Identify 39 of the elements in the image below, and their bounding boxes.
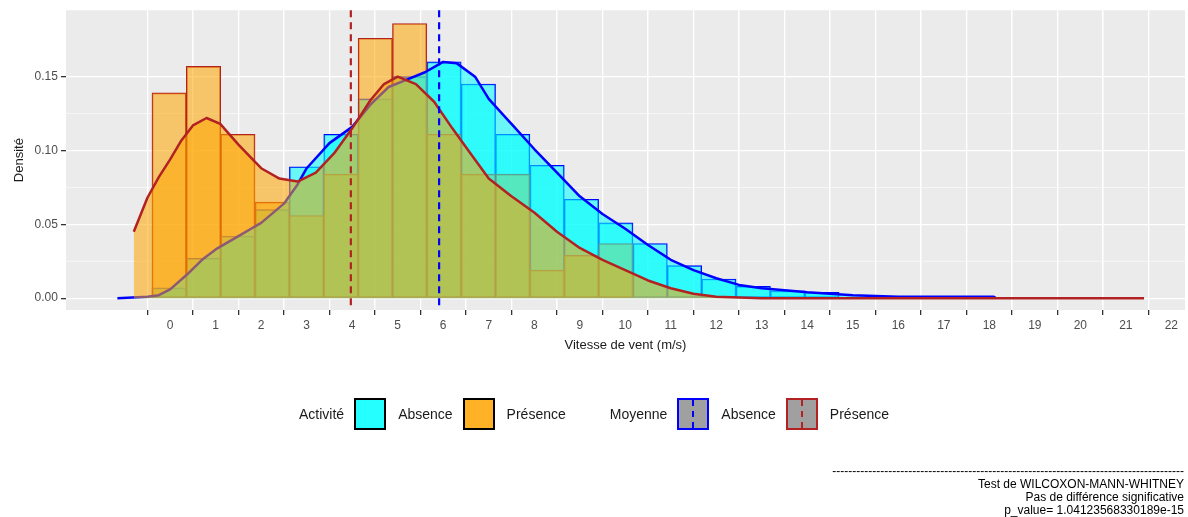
legend-title: Activité bbox=[299, 406, 345, 422]
text: p_value= 1.04123568330189e-15 bbox=[1003, 503, 1184, 517]
x-tick-label: 18 bbox=[982, 317, 997, 332]
text: Pas de différence significative bbox=[1024, 490, 1184, 504]
x-axis-title: Vitesse de vent (m/s) bbox=[564, 336, 687, 352]
x-tick-label: 3 bbox=[303, 317, 311, 332]
y-tick-label: 0.00 bbox=[34, 290, 59, 305]
legend-label: Présence bbox=[829, 406, 889, 422]
x-tick-label: 2 bbox=[257, 317, 265, 332]
x-tick-label: 9 bbox=[576, 317, 584, 332]
y-tick-label: 0.10 bbox=[34, 142, 59, 157]
text: ---------------------------------------------------------------------------------------- bbox=[832, 464, 1184, 478]
x-tick-label: 11 bbox=[664, 317, 678, 332]
x-tick-label: 4 bbox=[348, 317, 356, 332]
x-tick-label: 1 bbox=[212, 317, 220, 332]
x-tick-label: 6 bbox=[439, 317, 447, 332]
legend-label: Présence bbox=[506, 406, 566, 422]
x-tick-label: 7 bbox=[485, 317, 493, 332]
x-tick-label: 15 bbox=[846, 317, 860, 332]
x-tick-label: 8 bbox=[530, 317, 538, 332]
x-tick-label: 14 bbox=[800, 317, 815, 332]
x-tick-label: 20 bbox=[1073, 317, 1088, 332]
x-tick-label: 10 bbox=[618, 317, 633, 332]
x-tick-label: 12 bbox=[709, 317, 724, 332]
text: Moyenne bbox=[609, 406, 668, 422]
x-tick-label: 17 bbox=[937, 317, 951, 332]
y-axis-title: Densité bbox=[11, 138, 27, 183]
x-tick-label: 21 bbox=[1119, 317, 1133, 332]
legend-label: Absence bbox=[398, 406, 453, 422]
y-tick-label: 0.05 bbox=[34, 216, 59, 231]
y-tick-label: 0.15 bbox=[34, 68, 59, 83]
x-tick-label: 22 bbox=[1164, 317, 1179, 332]
legend-label: Absence bbox=[721, 406, 776, 422]
x-tick-label: 19 bbox=[1028, 317, 1042, 332]
x-tick-label: 13 bbox=[755, 317, 769, 332]
x-tick-label: 16 bbox=[891, 317, 906, 332]
x-tick-label: 0 bbox=[166, 317, 174, 332]
x-tick-label: 5 bbox=[394, 317, 402, 332]
text: Test de WILCOXON-MANN-WHITNEY bbox=[977, 477, 1184, 491]
